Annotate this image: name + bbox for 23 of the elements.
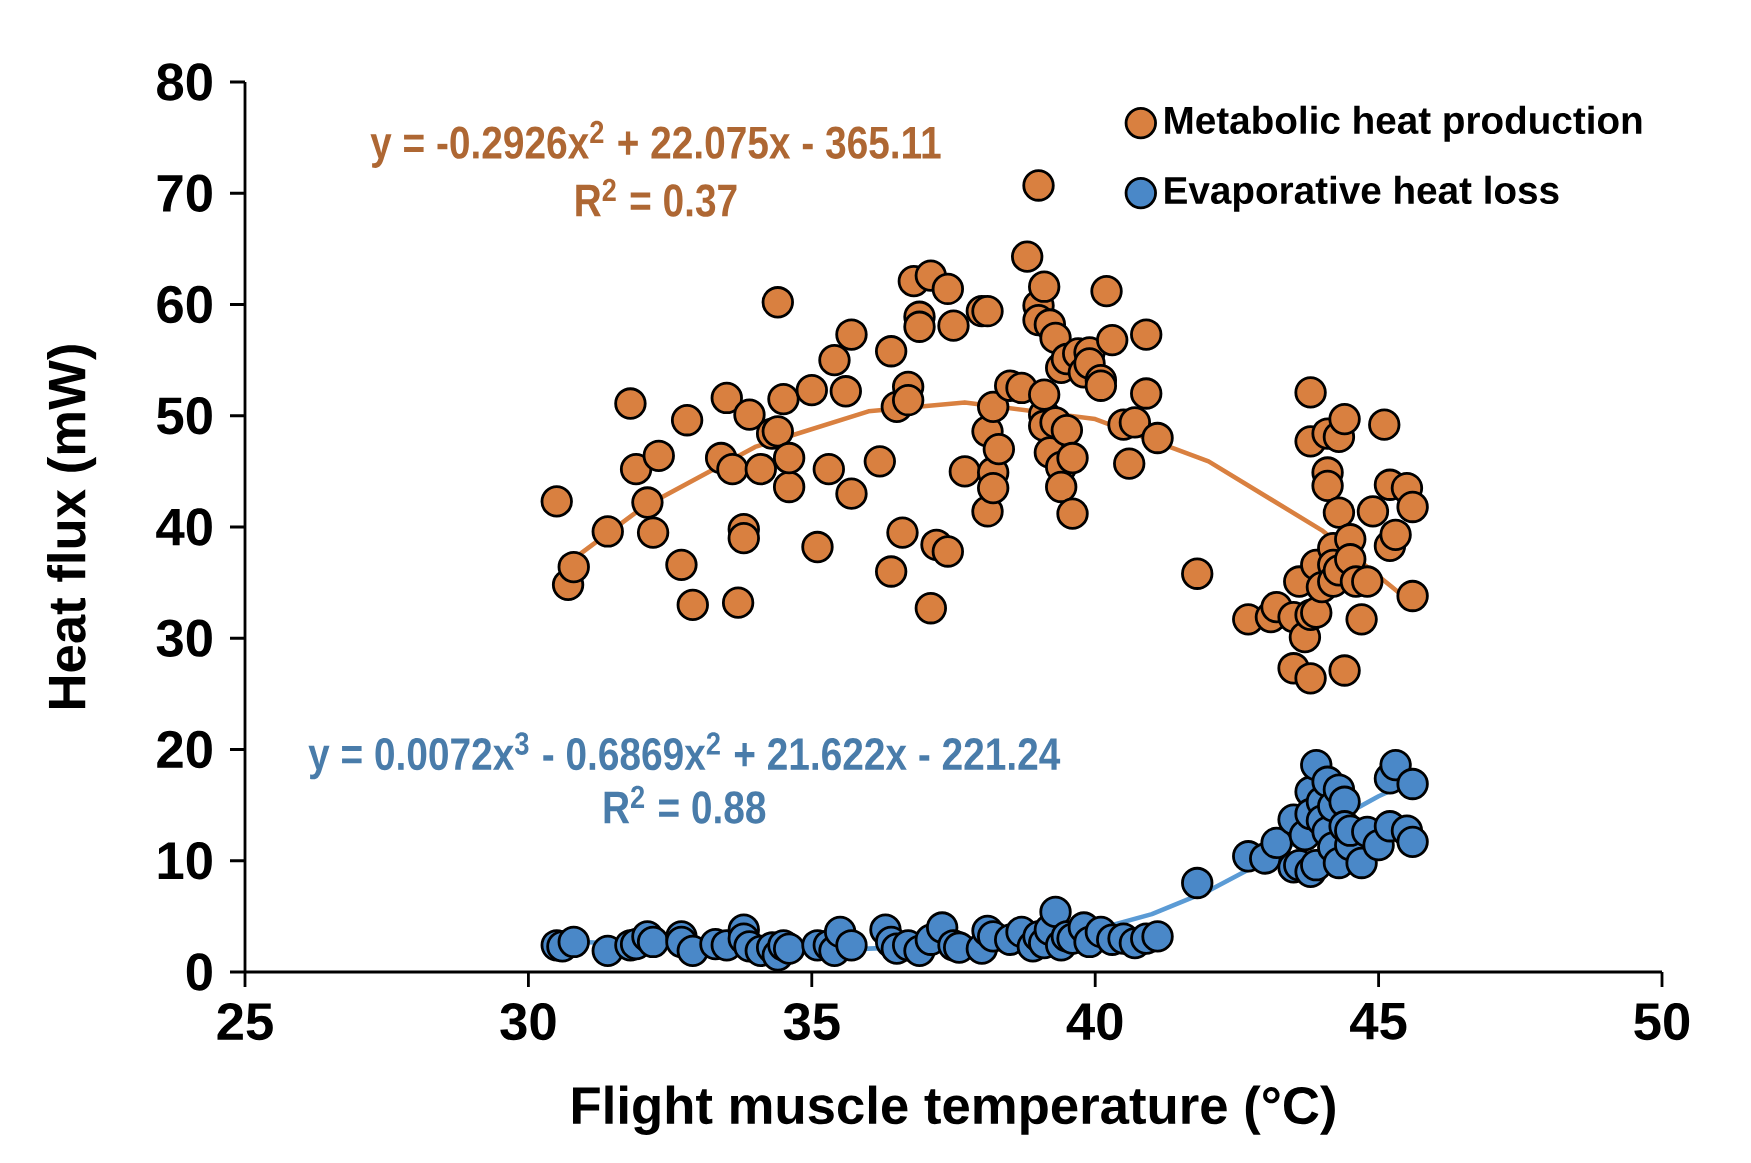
y-tick-label: 20 xyxy=(157,730,212,769)
y-tick-label: 80 xyxy=(157,63,212,101)
annotation: R$^{2}$ = 0.37 xyxy=(576,178,737,217)
y-tick-label: 0 xyxy=(186,953,212,991)
x-tick-label: 30 xyxy=(500,1002,556,1041)
x-tick-label: 40 xyxy=(1066,1002,1123,1041)
y-tick-label: 40 xyxy=(156,508,212,546)
x-tick-label: 35 xyxy=(783,1002,840,1041)
y-tick-label: 10 xyxy=(158,842,212,880)
x-tick-label: 50 xyxy=(1634,1002,1690,1041)
x-tick-label: 45 xyxy=(1350,1002,1407,1040)
legend-label: Evaporative heat loss xyxy=(1165,175,1559,212)
annotation: y = 0.0072x$^{3}$ - 0.6869x$^{2}$ + 21.622x - 221.24 xyxy=(308,732,1061,780)
x-axis-title: Flight muscle temperature (°C) xyxy=(573,1085,1335,1135)
y-tick-label: 60 xyxy=(157,285,212,324)
annotation: R$^{2}$ = 0.88 xyxy=(604,785,766,824)
y-tick-label: 30 xyxy=(156,619,212,657)
annotation: y = -0.2926x$^{2}$ + 22.075x - 365.11 xyxy=(370,120,941,168)
y-axis-title: Heat flux (mW) xyxy=(47,345,97,708)
y-tick-label: 70 xyxy=(157,174,212,212)
legend-label: Metabolic heat production xyxy=(1165,105,1642,142)
y-tick-label: 50 xyxy=(157,397,212,435)
x-tick-label: 25 xyxy=(217,1002,273,1041)
